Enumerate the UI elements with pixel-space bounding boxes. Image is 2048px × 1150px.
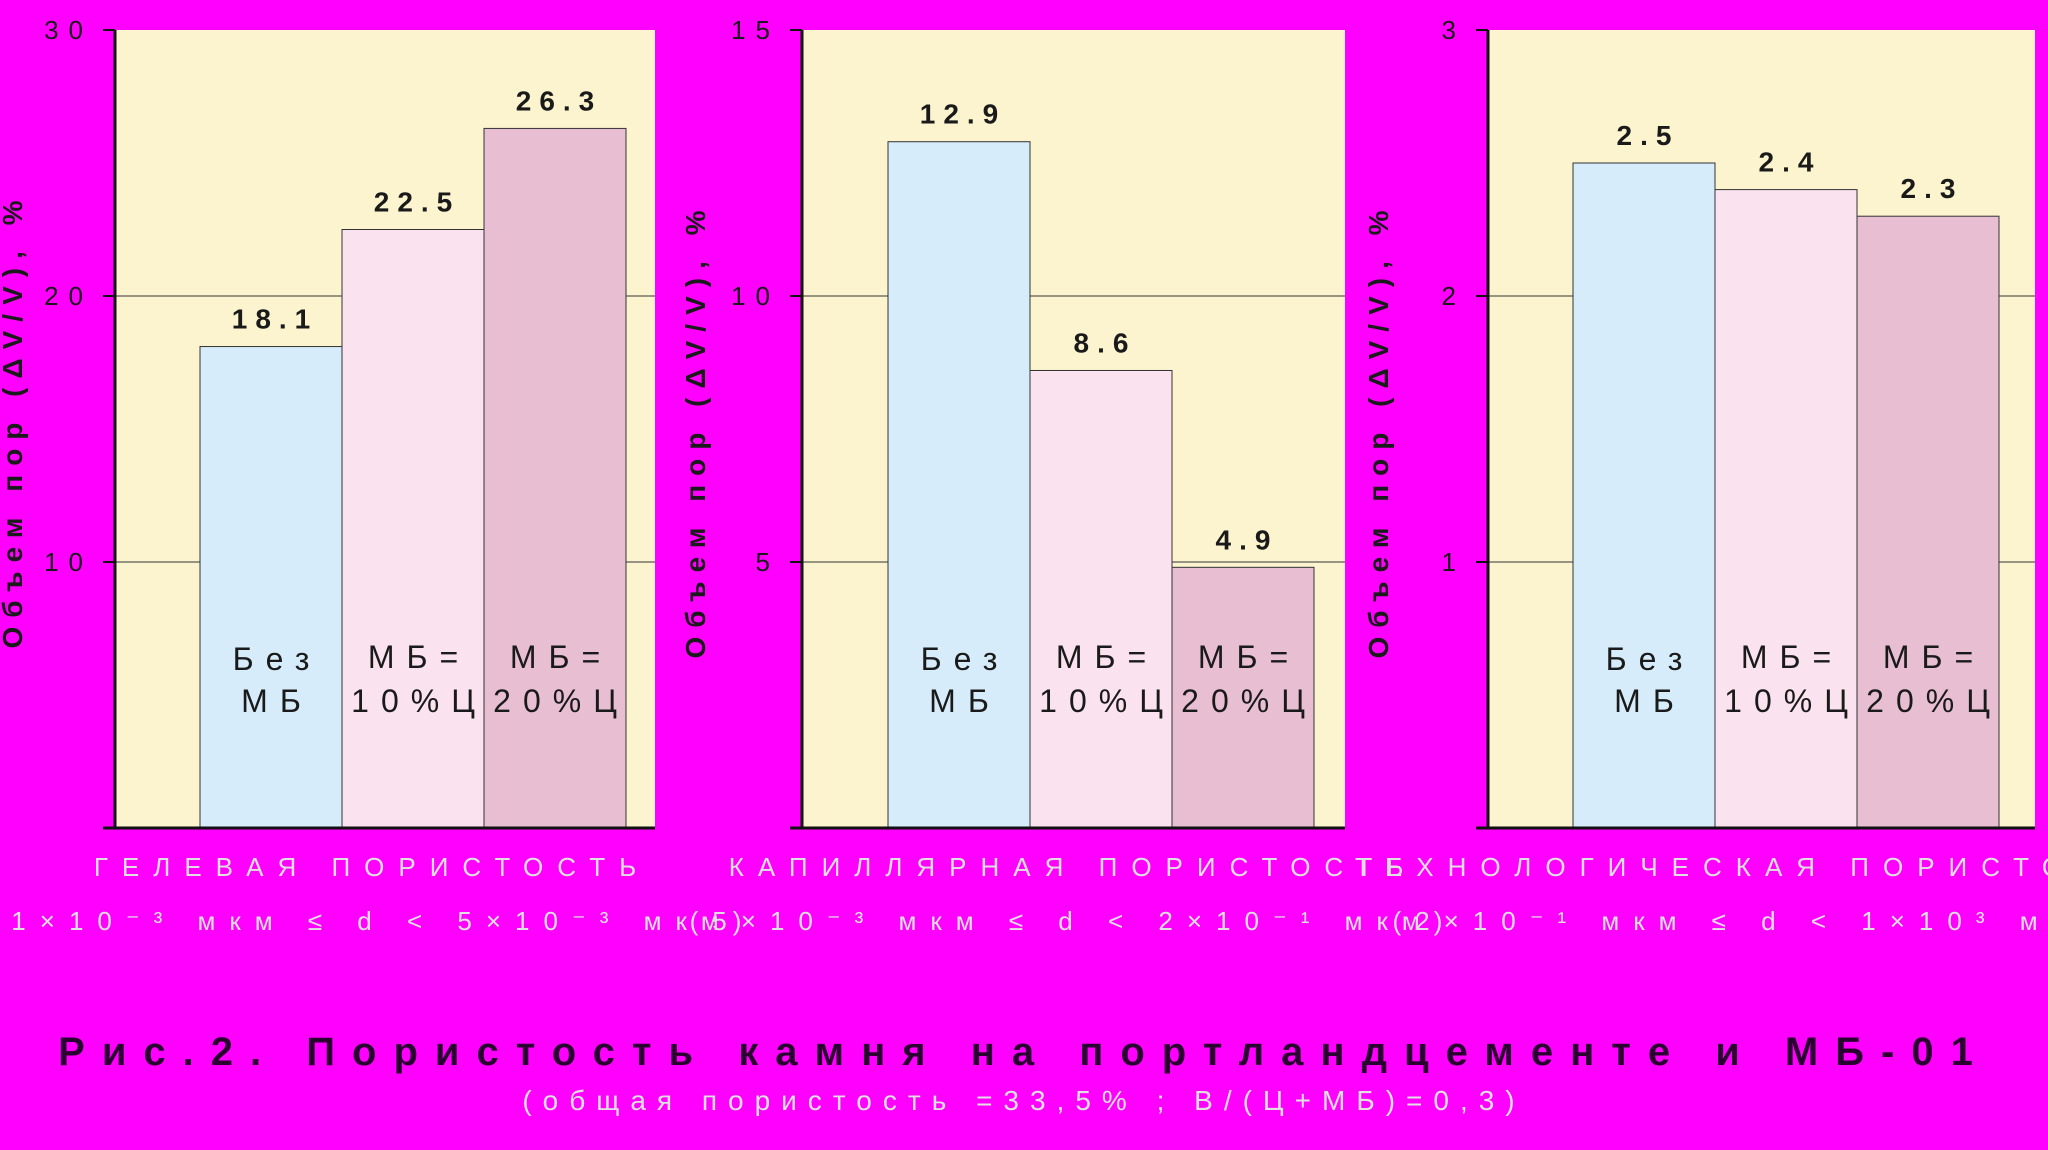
ytick-label-3-2: 2 — [1442, 281, 1466, 311]
bar-category-1-1-line1: Без — [233, 641, 322, 677]
ytick-label-1-3: 30 — [44, 15, 93, 45]
y-axis-label-1: Объем пор (ΔV/V), % — [0, 191, 28, 648]
data-label-2-1: 12.9 — [920, 99, 1007, 130]
bar-1-1 — [199, 346, 343, 829]
bar-category-3-3-line2: 20%Ц — [1866, 683, 2002, 719]
data-label-1-1: 18.1 — [232, 304, 319, 335]
ytick-label-2-2: 10 — [731, 281, 780, 311]
x-axis-label-2: КАПИЛЛЯРНАЯ ПОРИСТОСТЬ — [729, 852, 1418, 882]
data-label-2-3: 4.9 — [1216, 524, 1279, 555]
bar-category-2-2-line2: 10%Ц — [1039, 683, 1175, 719]
data-label-1-3: 26.3 — [516, 85, 603, 116]
bar-category-2-3-line2: 20%Ц — [1181, 683, 1317, 719]
ytick-label-3-3: 3 — [1442, 15, 1466, 45]
bar-3-2 — [1714, 189, 1858, 829]
bar-category-1-2-line2: 10%Ц — [351, 683, 487, 719]
data-label-3-1: 2.5 — [1617, 120, 1680, 151]
ytick-label-2-1: 5 — [756, 547, 780, 577]
bar-category-1-3-line1: МБ= — [510, 639, 612, 675]
y-axis-label-2: Объем пор (ΔV/V), % — [680, 201, 711, 658]
bar-3-3 — [1856, 215, 2000, 829]
data-label-3-2: 2.4 — [1759, 147, 1822, 178]
bar-category-2-1-line2: МБ — [929, 683, 1001, 719]
bar-category-3-2-line1: МБ= — [1741, 639, 1843, 675]
ytick-label-1-1: 10 — [44, 547, 93, 577]
bar-3-1 — [1572, 162, 1716, 829]
data-label-2-2: 8.6 — [1074, 327, 1137, 358]
bar-category-3-2-line2: 10%Ц — [1724, 683, 1860, 719]
bar-2-3 — [1171, 566, 1315, 829]
bar-1-3 — [483, 127, 627, 829]
data-label-1-2: 22.5 — [374, 187, 461, 218]
bar-2-1 — [887, 141, 1031, 829]
bar-category-3-1-line2: МБ — [1614, 683, 1686, 719]
x-axis-label-1: ГЕЛЕВАЯ ПОРИСТОСТЬ — [94, 852, 650, 882]
figure-subtitle: (общая пористость =33,5% ; В/(Ц+МБ)=0,3) — [522, 1085, 1526, 1116]
x-axis-range-1: (1×10⁻³ мкм ≤ d < 5×10⁻³ мкм) — [0, 906, 755, 936]
x-axis-range-2: (5×10⁻³ мкм ≤ d < 2×10⁻¹ мкм) — [690, 906, 1457, 936]
ytick-label-2-3: 15 — [731, 15, 780, 45]
y-axis-label-3: Объем пор (ΔV/V), % — [1363, 201, 1394, 658]
bar-2-2 — [1029, 369, 1173, 829]
ytick-label-1-2: 20 — [44, 281, 93, 311]
bar-category-1-1-line2: МБ — [241, 683, 313, 719]
x-axis-range-3: (2×10⁻¹ мкм ≤ d < 1×10³ мкм) — [1393, 906, 2048, 936]
bar-category-1-3-line2: 20%Ц — [493, 683, 629, 719]
bar-category-1-2-line1: МБ= — [368, 639, 470, 675]
bar-category-2-1-line1: Без — [921, 641, 1010, 677]
bar-category-2-2-line1: МБ= — [1056, 639, 1158, 675]
data-label-3-3: 2.3 — [1901, 173, 1964, 204]
bar-category-3-3-line1: МБ= — [1883, 639, 1985, 675]
bar-category-2-3-line1: МБ= — [1198, 639, 1300, 675]
bar-1-2 — [341, 229, 485, 829]
figure-title: Рис.2. Пористость камня на портландцемен… — [58, 1030, 1990, 1074]
x-axis-label-3: ТЕХНОЛОГИЧЕСКАЯ ПОРИСТОСТЬ — [1355, 852, 2048, 882]
ytick-label-3-1: 1 — [1442, 547, 1466, 577]
bar-category-3-1-line1: Без — [1606, 641, 1695, 677]
